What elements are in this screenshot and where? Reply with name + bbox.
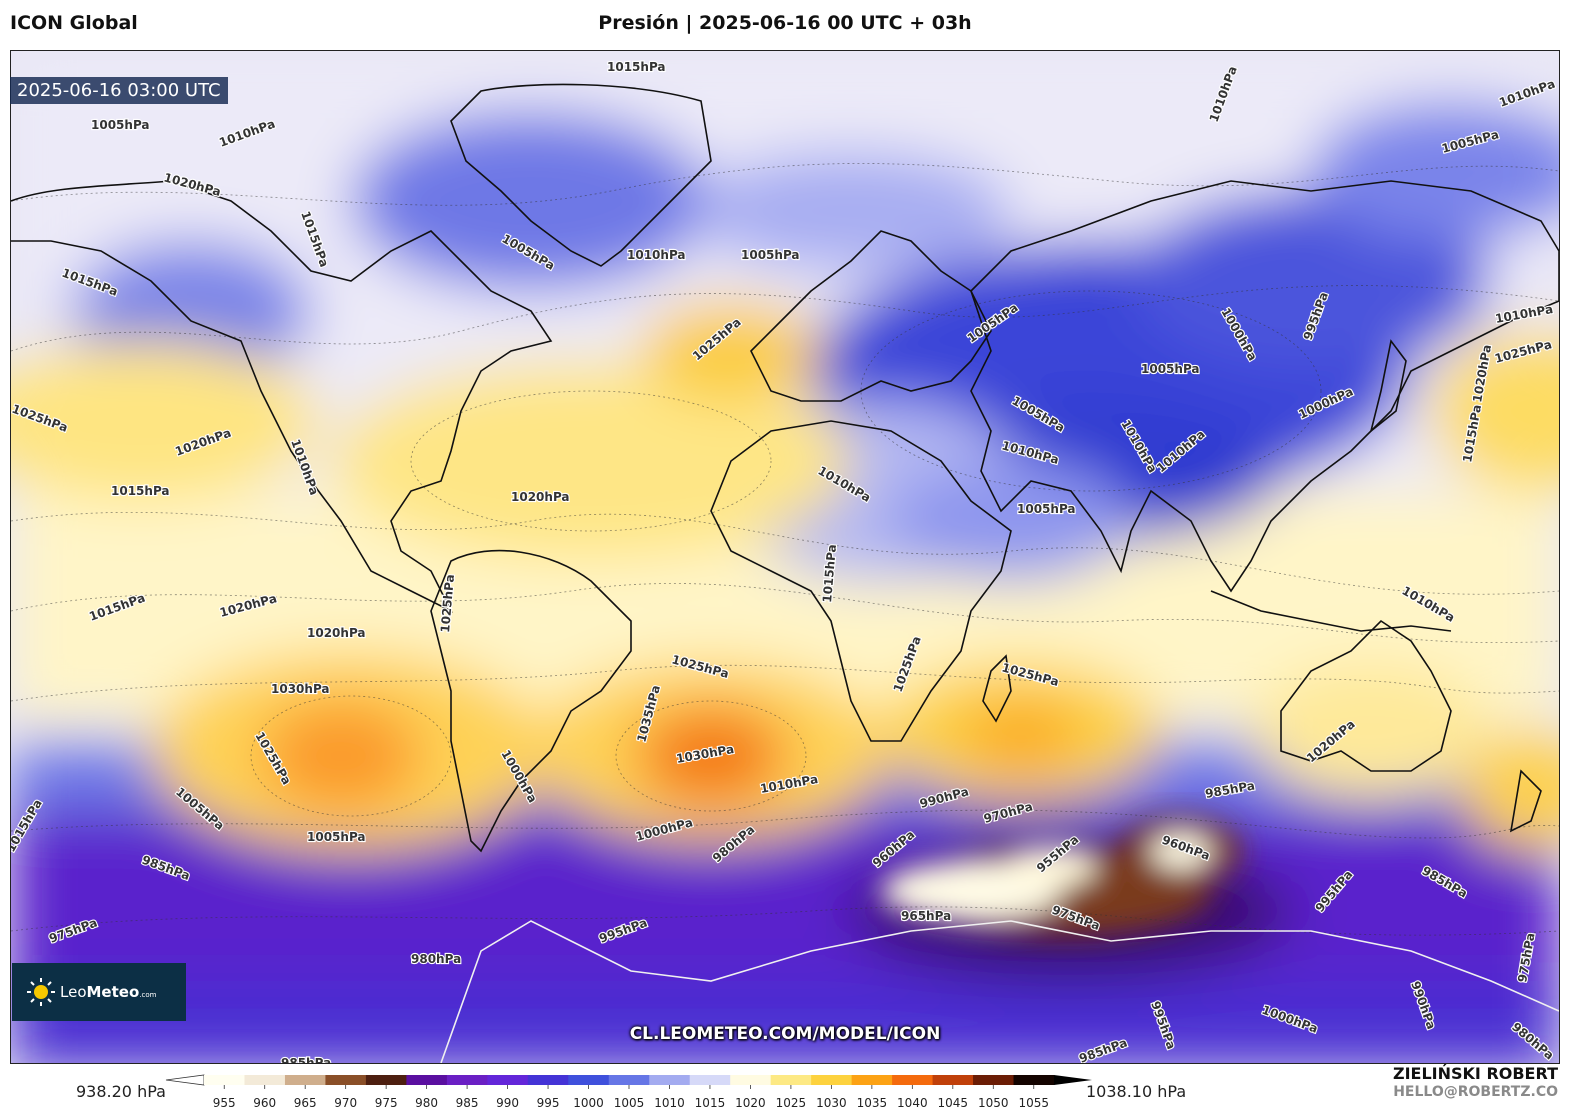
isobar-label: 1005hPa [1141, 362, 1200, 376]
colorbar-segment [204, 1075, 245, 1085]
pressure-map[interactable]: 1015hPa 1005hPa 1010hPa 1020hPa 1015hPa 1005h… [10, 50, 1560, 1064]
colorbar-segment [811, 1075, 853, 1085]
isobar-label: 1005hPa [307, 830, 366, 844]
colorbar-tick-label: 1045 [938, 1096, 969, 1110]
colorbar-tick-label: 1015 [695, 1096, 726, 1110]
isobar-label: 1015hPa [607, 60, 666, 74]
pressure-shading [11, 51, 1559, 1063]
isobar-label: 1020hPa [511, 490, 570, 504]
antarctica-coastline [440, 920, 1559, 1063]
colorbar-segment [973, 1075, 1015, 1085]
colorbar-segment [892, 1075, 934, 1085]
colorbar-segment [649, 1075, 691, 1085]
isobar-label: 985hPa [281, 1056, 331, 1063]
colorbar-segment [406, 1075, 448, 1085]
colorbar-segment [244, 1075, 286, 1085]
isobar-label: 1015hPa [111, 484, 170, 498]
colorbar-tick-label: 965 [294, 1096, 317, 1110]
deep-low-core [881, 816, 1241, 936]
colorbar-segment [568, 1075, 610, 1085]
isobar-label: 1020hPa [307, 626, 366, 640]
colorbar-segment [325, 1075, 367, 1085]
colorbar-tick-label: 1040 [897, 1096, 928, 1110]
colorbar-segment [608, 1075, 650, 1085]
colorbar-tick-label: 960 [253, 1096, 276, 1110]
colorbar-tick-label: 995 [537, 1096, 560, 1110]
author-name: ZIELIŃSKI ROBERT [1392, 1064, 1558, 1083]
valid-time-badge: 2025-06-16 03:00 UTC [10, 77, 228, 104]
isobar-label: 1015hPa [820, 544, 839, 604]
colorbar-tick-label: 980 [415, 1096, 438, 1110]
isobar-label: 1005hPa [741, 248, 800, 262]
colorbar-tick-label: 1000 [573, 1096, 604, 1110]
isobar-label: 965hPa [901, 909, 951, 923]
colorbar-segment [770, 1075, 812, 1085]
isobar-label: 1005hPa [1017, 502, 1076, 516]
colorbar-tick-label: 975 [375, 1096, 398, 1110]
colorbar-max-label: 1038.10 hPa [1086, 1082, 1187, 1101]
isobar-label: 1030hPa [271, 682, 330, 696]
model-name: ICON Global [10, 12, 138, 34]
colorbar-tick-label: 1025 [776, 1096, 807, 1110]
isobar-lines [11, 163, 1559, 936]
colorbar-max-arrow [1054, 1075, 1092, 1085]
leometeo-logo[interactable]: LeoMeteo.com [12, 963, 186, 1021]
colorbar-segment [932, 1075, 974, 1085]
colorbar-tick-label: 990 [496, 1096, 519, 1110]
colorbar-tick-label: 1050 [978, 1096, 1009, 1110]
colorbar-segment [1013, 1075, 1055, 1085]
colorbar-tick-label: 970 [334, 1096, 357, 1110]
isobar-label: 1025hPa [438, 574, 457, 634]
colorbar-tick-label: 1010 [654, 1096, 685, 1110]
colorbar-tick-label: 1055 [1018, 1096, 1049, 1110]
watermark-url: CL.LEOMETEO.COM/MODEL/ICON [629, 1024, 941, 1044]
pressure-colorbar: 955 960 965 970 975 980 985 990 995 1000 1005 1010 1… [165, 1074, 1092, 1110]
chart-title: Presión | 2025-06-16 00 UTC + 03h [598, 12, 972, 34]
colorbar-tick-label: 1005 [614, 1096, 645, 1110]
colorbar-tick-label: 1035 [857, 1096, 888, 1110]
colorbar-tick-label: 985 [456, 1096, 479, 1110]
author-email[interactable]: HELLO@ROBERTZ.CO [1393, 1084, 1558, 1100]
colorbar-segment [487, 1075, 529, 1085]
isobar-label: 1010hPa [627, 248, 686, 262]
colorbar-min-arrow [165, 1074, 205, 1086]
colorbar-segment [365, 1075, 407, 1085]
colorbar-segment [689, 1075, 731, 1085]
pressure-field-svg: 1015hPa 1005hPa 1010hPa 1020hPa 1015hPa 1005h… [11, 51, 1559, 1063]
coastlines [11, 83, 1559, 853]
colorbar-segment [446, 1075, 488, 1085]
colorbar-tick-label: 1020 [735, 1096, 766, 1110]
isobar-label: 980hPa [411, 952, 461, 966]
colorbar-segment [730, 1075, 772, 1085]
colorbar-segment [851, 1075, 893, 1085]
author-credit: ZIELIŃSKI ROBERT HELLO@ROBERTZ.CO [1393, 1064, 1558, 1100]
colorbar-segment [527, 1075, 569, 1085]
logo-wordmark: LeoMeteo.com [60, 983, 157, 1001]
colorbar-segment [284, 1075, 326, 1085]
sun-icon [27, 978, 55, 1006]
colorbar-tick-label: 955 [213, 1096, 236, 1110]
colorbar-min-label: 938.20 hPa [76, 1082, 166, 1101]
colorbar-tick-label: 1030 [816, 1096, 847, 1110]
isobar-label: 1005hPa [91, 118, 150, 132]
